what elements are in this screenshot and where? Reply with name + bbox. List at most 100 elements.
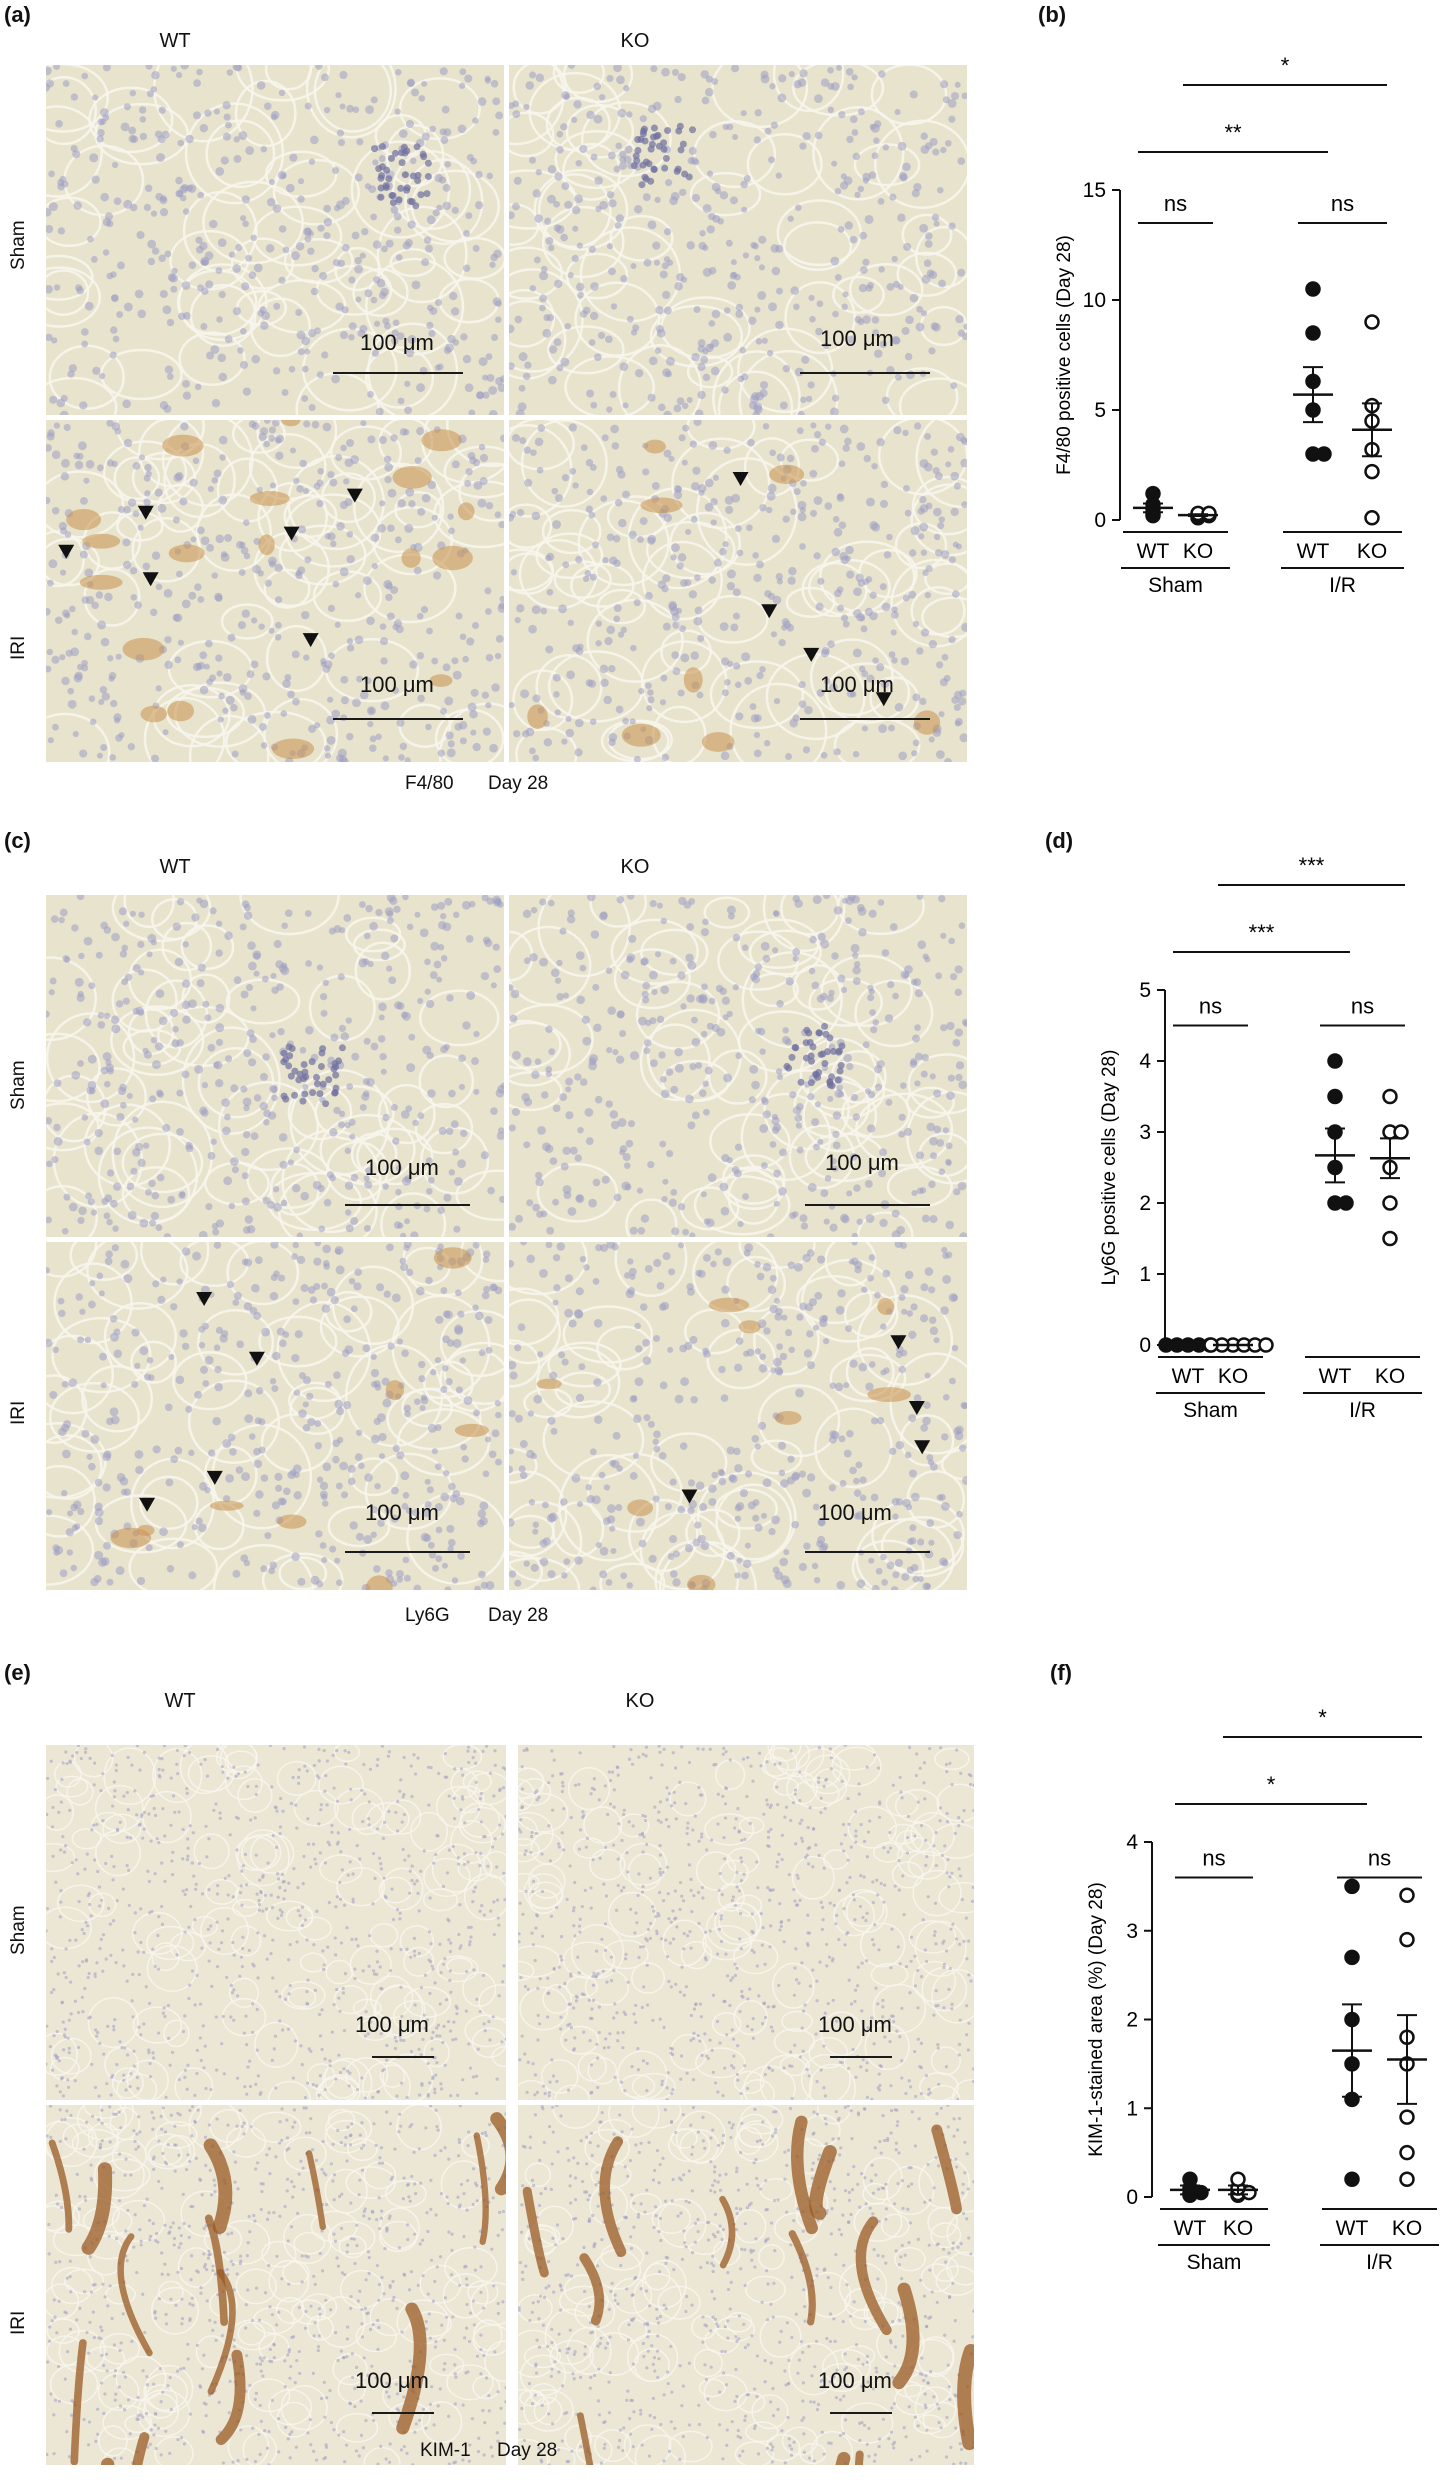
y-tick-label: 3	[1139, 1121, 1151, 1144]
scale-bar-label: 100 μm	[825, 1150, 899, 1175]
row-label-sham: Sham	[8, 1905, 29, 1955]
day-caption: Day 28	[488, 773, 549, 794]
significance-label: ns	[1351, 994, 1374, 1019]
group-label: WT	[1336, 2217, 1369, 2240]
day-caption: Day 28	[488, 1605, 549, 1626]
scale-bar	[800, 718, 930, 720]
significance-label: ***	[1299, 853, 1325, 878]
significance-label: *	[1281, 53, 1290, 78]
significance-label: ns	[1331, 191, 1354, 216]
supergroup-label: I/R	[1366, 2251, 1393, 2274]
data-point	[1399, 1931, 1415, 1948]
data-point	[1344, 2171, 1360, 2187]
column-header-wt: WT	[159, 856, 191, 878]
y-tick-label: 3	[1126, 1920, 1138, 1943]
supergroup-label: Sham	[1148, 574, 1203, 597]
micrograph-c-ko-iri	[509, 1242, 967, 1590]
scale-bar	[800, 372, 930, 374]
data-point	[1344, 1878, 1360, 1895]
scale-bar	[333, 372, 463, 374]
micrograph-a-wt-iri	[46, 420, 504, 762]
data-point	[1382, 1230, 1398, 1247]
scale-bar	[805, 1204, 930, 1206]
scale-bar	[333, 718, 463, 720]
significance-label: ns	[1164, 191, 1187, 216]
scale-bar	[805, 1551, 930, 1553]
significance-label: ***	[1249, 920, 1275, 945]
row-label-iri: IRI	[8, 2310, 29, 2335]
data-point	[1305, 281, 1321, 297]
y-tick-label: 1	[1139, 1263, 1151, 1286]
data-point	[1364, 463, 1380, 480]
micrograph-c-wt-sham	[46, 895, 504, 1237]
scale-bar-label: 100 μm	[820, 672, 894, 697]
data-point	[1305, 325, 1321, 341]
scale-bar-label: 100 μm	[355, 2368, 429, 2393]
day-caption: Day 28	[497, 2440, 558, 2461]
row-label-sham: Sham	[8, 1060, 29, 1110]
row-label-iri: IRI	[8, 635, 29, 660]
data-point	[1399, 2109, 1415, 2125]
scale-bar-label: 100 μm	[818, 1500, 892, 1525]
data-point	[1364, 510, 1380, 526]
column-header-ko: KO	[620, 30, 650, 52]
y-axis-label: KIM-1-stained area (%) (Day 28)	[1086, 1882, 1107, 2157]
data-point	[1182, 2171, 1198, 2187]
group-label: WT	[1297, 540, 1330, 563]
supergroup-label: Sham	[1187, 2251, 1242, 2274]
significance-label: *	[1267, 1772, 1276, 1797]
group-label: WT	[1319, 1365, 1352, 1388]
y-tick-label: 5	[1094, 399, 1106, 422]
group-label: KO	[1357, 540, 1387, 563]
scale-bar-label: 100 μm	[818, 2012, 892, 2037]
row-label-sham: Sham	[8, 220, 29, 270]
data-point	[1338, 1195, 1354, 1211]
scale-bar-label: 100 μm	[360, 330, 434, 355]
scale-bar-label: 100 μm	[360, 672, 434, 697]
panel-label-e: (e)	[4, 1660, 31, 1685]
data-point	[1393, 1124, 1409, 1140]
y-tick-label: 10	[1083, 289, 1106, 312]
scale-bar-label: 100 μm	[365, 1155, 439, 1180]
micrograph-a-ko-sham	[509, 65, 967, 415]
significance-label: **	[1224, 120, 1242, 145]
y-tick-label: 2	[1139, 1192, 1151, 1215]
group-label: KO	[1223, 2217, 1253, 2240]
data-point	[1316, 446, 1332, 462]
group-label: KO	[1375, 1365, 1405, 1388]
data-point	[1258, 1337, 1274, 1353]
scale-bar-label: 100 μm	[365, 1500, 439, 1525]
stain-caption: KIM-1	[420, 2440, 471, 2461]
column-header-wt: WT	[164, 1690, 196, 1712]
column-header-ko: KO	[625, 1690, 655, 1712]
data-point	[1364, 314, 1380, 330]
y-tick-label: 2	[1126, 2009, 1138, 2032]
significance-label: *	[1318, 1705, 1327, 1730]
data-point	[1382, 1088, 1398, 1105]
y-tick-label: 5	[1139, 979, 1151, 1002]
chart-d: 0 1 2 3 4 5 Ly6G positive cells (Day 28) WT KO WT…	[1099, 853, 1422, 1422]
y-tick-label: 15	[1083, 179, 1106, 202]
supergroup-label: I/R	[1349, 1399, 1376, 1422]
chart-b: 0 5 10 15 F4/80 positive cells (Day 28) WT KO W…	[1054, 53, 1404, 597]
scale-bar-label: 100 μm	[818, 2368, 892, 2393]
y-tick-label: 0	[1139, 1334, 1151, 1357]
panel-label-c: (c)	[4, 828, 31, 853]
group-label: KO	[1392, 2217, 1422, 2240]
data-point	[1145, 485, 1161, 502]
data-point	[1327, 1088, 1343, 1105]
stain-caption: F4/80	[405, 773, 454, 794]
supergroup-label: Sham	[1183, 1399, 1238, 1422]
micrograph-e-wt-iri	[46, 2105, 506, 2465]
data-point	[1399, 2171, 1415, 2187]
scale-bar-label: 100 μm	[820, 326, 894, 351]
y-tick-label: 0	[1094, 509, 1106, 532]
scale-bar	[372, 2412, 434, 2414]
chart-f: 0 1 2 3 4 KIM-1-stained area (%) (Day 28) WT KO…	[1086, 1705, 1439, 2274]
scale-bar	[345, 1204, 470, 1206]
data-point	[1399, 2144, 1415, 2161]
y-axis-label: F4/80 positive cells (Day 28)	[1054, 235, 1075, 475]
micrograph-e-ko-sham	[518, 1745, 974, 2100]
scale-bar	[830, 2056, 892, 2058]
group-label: KO	[1183, 540, 1213, 563]
